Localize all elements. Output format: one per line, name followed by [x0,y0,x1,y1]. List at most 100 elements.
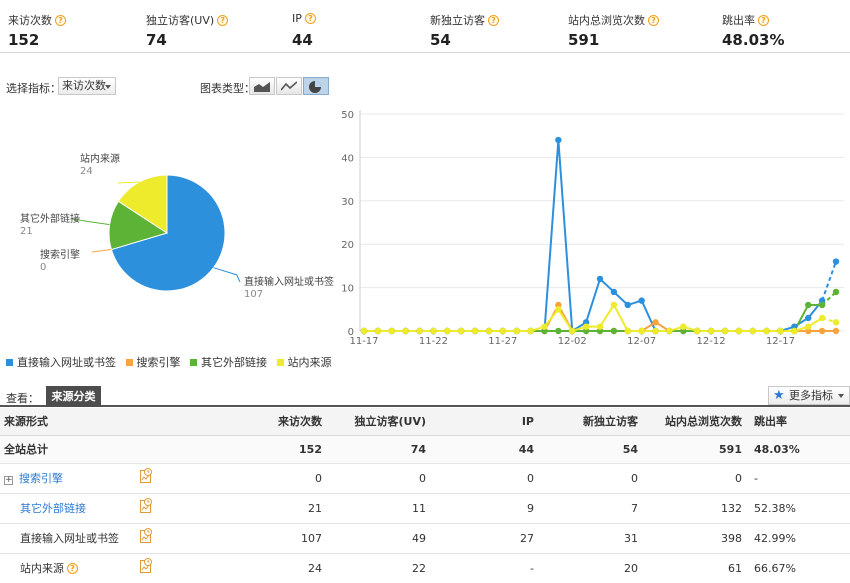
trend-icon[interactable] [140,528,153,543]
column-header[interactable]: 跳出率 [750,408,850,436]
data-point[interactable] [527,327,534,335]
table-cell: 61 [646,553,750,583]
data-point[interactable] [569,327,576,335]
data-point[interactable] [707,327,715,335]
data-point[interactable] [832,327,840,335]
trend-icon[interactable] [140,498,153,513]
data-point[interactable] [374,327,382,335]
data-point[interactable] [541,323,548,330]
trend-icon[interactable] [140,558,153,573]
data-point[interactable] [610,327,618,335]
pie-label-connector [117,181,140,184]
column-header[interactable]: 来源形式 [0,408,160,436]
legend-item[interactable]: 直接输入网址或书签 [6,354,116,370]
column-header[interactable]: 新独立访客 [542,408,646,436]
chart-legend: 直接输入网址或书签 搜索引擎 其它外部链接 站内来源 [6,354,338,370]
data-point[interactable] [624,327,631,335]
help-icon[interactable]: ? [217,15,229,26]
data-point[interactable] [471,327,479,335]
data-point[interactable] [610,301,618,309]
data-point[interactable] [596,275,604,283]
data-point[interactable] [805,314,812,322]
help-icon[interactable]: ? [488,15,499,26]
data-point[interactable] [680,323,687,330]
data-point[interactable] [818,301,826,309]
data-point[interactable] [818,314,826,322]
trend-icon[interactable] [140,468,153,483]
pie-chart-button[interactable] [303,77,329,95]
expand-icon[interactable]: + [4,475,13,485]
table-cell: 0 [160,463,330,494]
data-point[interactable] [513,327,520,335]
data-point[interactable] [485,327,493,335]
data-point[interactable] [402,327,409,335]
legend-label: 直接输入网址或书签 [17,356,116,369]
data-point[interactable] [610,288,618,296]
data-point[interactable] [791,327,798,335]
data-point[interactable] [444,327,451,335]
table-cell: 152 [160,435,330,464]
data-point[interactable] [624,301,631,309]
legend-item[interactable]: 搜索引擎 [125,354,181,370]
table-cell: 22 [330,553,434,583]
column-header[interactable]: 站内总浏览次数 [646,408,750,436]
data-point[interactable] [749,327,756,335]
metric-select[interactable]: 来访次数 [58,77,116,95]
data-point[interactable] [555,306,562,313]
data-point[interactable] [818,327,826,335]
tab-source-category[interactable]: 来源分类 [46,386,101,407]
data-point[interactable] [721,327,729,335]
data-point[interactable] [582,323,590,330]
legend-label: 搜索引擎 [136,356,181,369]
line-chart: 0 10 20 30 40 50 11-17 11-22 11-27 12-02 12-07 12-1… [338,100,850,350]
data-point[interactable] [805,301,812,309]
help-icon[interactable]: ? [67,563,78,574]
data-point[interactable] [832,258,840,265]
data-point[interactable] [388,327,395,335]
more-metrics-button[interactable]: ★ 更多指标 [768,386,850,405]
help-icon[interactable]: ? [304,13,316,24]
table-total-row: 全站总计 152 74 44 54 591 48.03% [0,435,850,464]
stat-label: 独立访客(UV) [146,14,215,27]
table-cell: - [434,553,542,583]
legend-item[interactable]: 站内来源 [276,354,332,370]
data-point[interactable] [555,327,562,335]
data-point[interactable] [777,327,784,335]
data-point[interactable] [638,327,645,335]
data-point[interactable] [666,327,673,335]
data-point[interactable] [832,288,840,296]
pie-label-value: 0 [40,262,46,273]
data-point[interactable] [457,327,465,335]
column-header[interactable]: 来访次数 [160,408,330,436]
source-link[interactable]: 搜索引擎 [19,472,63,485]
data-point[interactable] [735,327,743,335]
data-point[interactable] [499,327,507,335]
table-cell: 74 [330,435,434,464]
pie-slice[interactable] [110,174,226,292]
area-chart-button[interactable] [249,77,275,95]
data-point[interactable] [596,323,604,330]
data-point[interactable] [832,319,840,326]
line-chart-button[interactable] [276,77,302,95]
column-header[interactable]: IP [434,408,542,436]
help-icon[interactable]: ? [758,15,769,26]
data-point[interactable] [763,327,770,335]
data-point[interactable] [430,327,437,335]
source-link[interactable]: 其它外部链接 [20,502,86,515]
data-point[interactable] [652,327,659,335]
help-icon[interactable]: ? [55,15,66,26]
data-point[interactable] [360,327,368,335]
data-point[interactable] [416,327,423,335]
line-chart-svg: 0 10 20 30 40 50 11-17 11-22 11-27 12-02 12-07 12-1… [341,110,844,347]
table-cell: 49 [330,523,434,554]
data-point[interactable] [693,327,701,335]
data-point[interactable] [555,136,562,144]
pie-label-connector [71,218,110,226]
help-icon[interactable]: ? [648,15,659,26]
data-point[interactable] [638,297,645,304]
column-header[interactable]: 独立访客(UV) [330,408,434,436]
data-point[interactable] [652,319,659,326]
legend-item[interactable]: 其它外部链接 [190,354,267,370]
data-point[interactable] [805,323,812,330]
